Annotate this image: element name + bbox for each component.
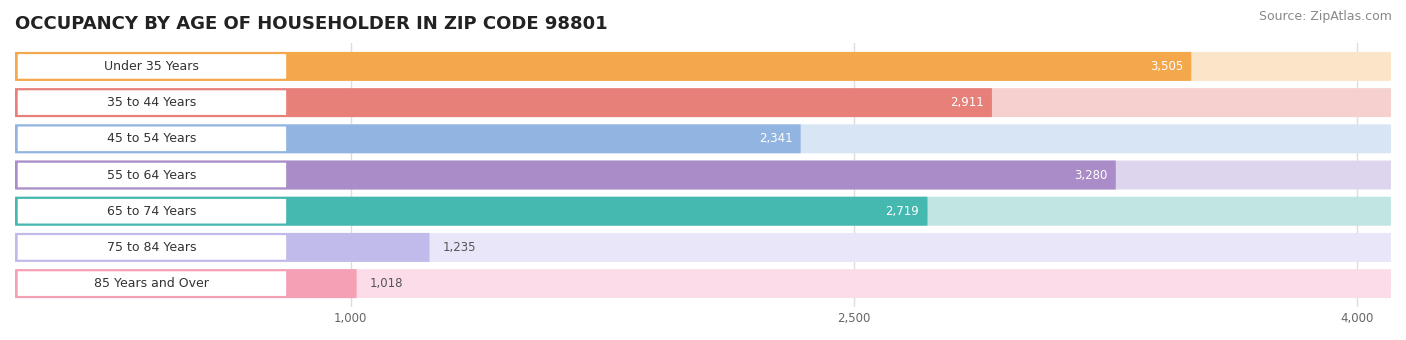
FancyBboxPatch shape <box>18 163 287 187</box>
FancyBboxPatch shape <box>18 235 287 260</box>
Text: 3,280: 3,280 <box>1074 169 1108 182</box>
FancyBboxPatch shape <box>18 54 287 79</box>
Text: 1,018: 1,018 <box>370 277 404 290</box>
FancyBboxPatch shape <box>15 197 928 226</box>
Text: Under 35 Years: Under 35 Years <box>104 60 200 73</box>
FancyBboxPatch shape <box>15 233 1391 262</box>
FancyBboxPatch shape <box>15 160 1391 189</box>
FancyBboxPatch shape <box>18 271 287 296</box>
FancyBboxPatch shape <box>15 52 1191 81</box>
Text: 2,911: 2,911 <box>950 96 984 109</box>
Text: 2,719: 2,719 <box>886 205 920 218</box>
Text: 55 to 64 Years: 55 to 64 Years <box>107 169 197 182</box>
FancyBboxPatch shape <box>15 233 429 262</box>
Text: 65 to 74 Years: 65 to 74 Years <box>107 205 197 218</box>
FancyBboxPatch shape <box>18 199 287 223</box>
Text: 2,341: 2,341 <box>759 132 792 145</box>
FancyBboxPatch shape <box>15 52 1391 81</box>
FancyBboxPatch shape <box>18 126 287 151</box>
FancyBboxPatch shape <box>15 88 1391 117</box>
Text: Source: ZipAtlas.com: Source: ZipAtlas.com <box>1258 10 1392 23</box>
FancyBboxPatch shape <box>15 124 1391 153</box>
Text: 1,235: 1,235 <box>443 241 477 254</box>
FancyBboxPatch shape <box>15 269 1391 298</box>
Text: 45 to 54 Years: 45 to 54 Years <box>107 132 197 145</box>
FancyBboxPatch shape <box>15 160 1116 189</box>
FancyBboxPatch shape <box>15 269 357 298</box>
FancyBboxPatch shape <box>15 88 993 117</box>
Text: 35 to 44 Years: 35 to 44 Years <box>107 96 197 109</box>
FancyBboxPatch shape <box>15 124 800 153</box>
FancyBboxPatch shape <box>18 90 287 115</box>
Text: 3,505: 3,505 <box>1150 60 1182 73</box>
FancyBboxPatch shape <box>15 197 1391 226</box>
Text: 85 Years and Over: 85 Years and Over <box>94 277 209 290</box>
Text: 75 to 84 Years: 75 to 84 Years <box>107 241 197 254</box>
Text: OCCUPANCY BY AGE OF HOUSEHOLDER IN ZIP CODE 98801: OCCUPANCY BY AGE OF HOUSEHOLDER IN ZIP C… <box>15 15 607 33</box>
